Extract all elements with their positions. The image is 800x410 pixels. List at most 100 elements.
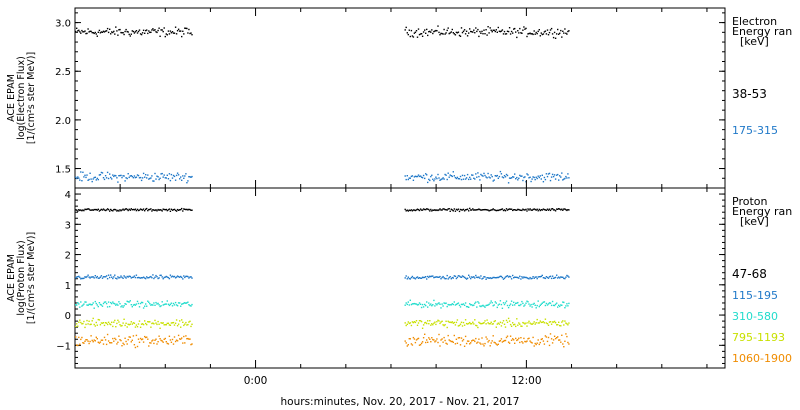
- data-point: [142, 172, 145, 175]
- data-point: [155, 338, 157, 340]
- data-point: [464, 335, 467, 338]
- data-point: [164, 35, 166, 38]
- data-point: [98, 342, 101, 344]
- data-point: [519, 323, 521, 325]
- data-point: [424, 333, 426, 335]
- data-point: [500, 275, 503, 278]
- y-tick-label: 1: [65, 281, 71, 292]
- data-point: [132, 276, 135, 278]
- data-point: [189, 338, 191, 340]
- data-point: [468, 306, 470, 308]
- data-point: [491, 175, 493, 178]
- data-point: [133, 344, 136, 346]
- data-point: [84, 301, 86, 303]
- data-point: [416, 338, 419, 340]
- data-point: [135, 274, 138, 276]
- data-point: [405, 210, 407, 212]
- data-point: [121, 209, 123, 211]
- data-point: [93, 176, 95, 179]
- data-point: [161, 29, 163, 31]
- data-point: [114, 174, 116, 177]
- data-point: [454, 304, 457, 306]
- data-point: [464, 178, 467, 180]
- data-point: [457, 325, 460, 327]
- data-point: [169, 324, 172, 326]
- data-point: [567, 209, 569, 211]
- data-point: [86, 319, 88, 322]
- data-point: [502, 177, 505, 179]
- data-point: [442, 275, 444, 278]
- data-point: [479, 208, 481, 211]
- data-point: [557, 28, 559, 31]
- data-point: [154, 276, 156, 278]
- data-point: [449, 276, 451, 278]
- data-point: [561, 334, 563, 336]
- y-axis-label-line: [1/(cm²s ster MeV)]: [26, 52, 37, 144]
- data-point: [146, 177, 148, 179]
- data-point: [489, 27, 491, 29]
- data-point: [422, 276, 425, 279]
- y-tick-label: 2.0: [55, 116, 71, 127]
- data-point: [503, 339, 506, 342]
- data-point: [157, 320, 159, 323]
- data-point: [118, 29, 120, 31]
- data-point: [125, 208, 127, 210]
- data-point: [411, 344, 414, 346]
- data-point: [549, 29, 552, 31]
- data-point: [481, 305, 483, 307]
- data-point: [522, 277, 524, 279]
- data-point: [110, 274, 112, 276]
- data-point: [122, 277, 124, 279]
- data-point: [564, 208, 566, 210]
- data-point: [78, 29, 80, 31]
- data-point: [123, 343, 125, 346]
- data-point: [472, 174, 474, 176]
- data-point: [470, 342, 472, 344]
- data-point: [138, 341, 141, 343]
- data-point: [186, 338, 188, 340]
- data-point: [124, 324, 126, 327]
- data-point: [428, 208, 430, 211]
- data-point: [411, 275, 414, 278]
- data-point: [82, 277, 84, 280]
- data-point: [444, 278, 446, 280]
- plot-frame: [74, 187, 726, 369]
- data-point: [185, 27, 187, 29]
- data-point: [168, 304, 171, 307]
- data-point: [123, 318, 125, 320]
- data-point: [441, 303, 443, 305]
- data-point: [96, 209, 98, 211]
- data-point: [163, 27, 165, 29]
- data-point: [458, 210, 461, 213]
- data-point: [187, 323, 189, 326]
- data-point: [530, 33, 532, 35]
- data-point: [139, 208, 142, 210]
- data-point: [165, 208, 167, 211]
- data-point: [496, 31, 498, 33]
- data-point: [512, 322, 514, 324]
- data-point: [473, 177, 475, 179]
- data-point: [415, 30, 418, 32]
- data-point: [80, 301, 82, 303]
- data-point: [515, 31, 517, 33]
- data-point: [105, 302, 108, 305]
- data-point: [159, 305, 161, 308]
- data-point: [148, 321, 150, 323]
- data-point: [522, 29, 524, 31]
- data-point: [551, 275, 554, 277]
- data-point: [82, 171, 84, 173]
- data-point: [484, 174, 486, 177]
- data-point: [75, 304, 77, 306]
- data-point: [179, 338, 181, 340]
- data-point: [101, 305, 104, 307]
- data-point: [172, 276, 175, 278]
- data-point: [477, 28, 479, 31]
- data-point: [101, 172, 104, 174]
- data-point: [552, 339, 555, 341]
- data-point: [529, 32, 531, 34]
- data-point: [159, 338, 161, 340]
- data-point: [106, 208, 109, 210]
- data-point: [407, 321, 409, 323]
- data-point: [137, 302, 140, 305]
- data-point: [126, 275, 128, 278]
